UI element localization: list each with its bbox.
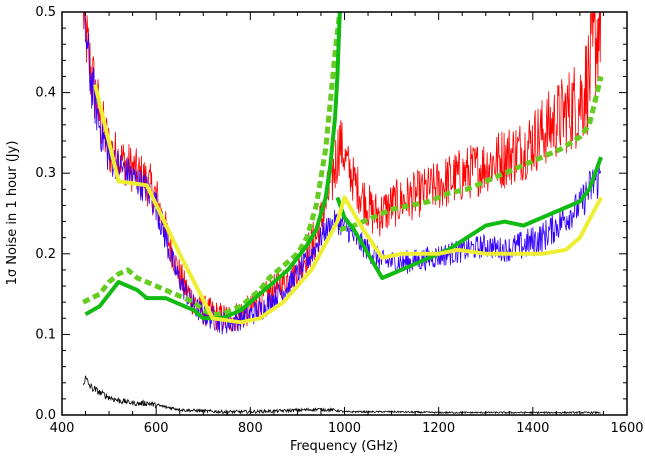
x-tick-label: 1600 [610, 421, 643, 436]
x-tick-label: 600 [144, 421, 169, 436]
x-tick-label: 1200 [422, 421, 455, 436]
series-line [84, 12, 602, 335]
y-tick-label: 0.1 [35, 327, 56, 342]
x-tick-label: 1000 [328, 421, 361, 436]
series-line [82, 12, 343, 317]
x-tick-label: 800 [238, 421, 263, 436]
series-line [93, 84, 603, 325]
x-axis-title: Frequency (GHz) [290, 439, 398, 454]
series-line [82, 375, 601, 415]
series-line [339, 75, 604, 233]
series-line [84, 12, 342, 321]
y-tick-label: 0.4 [35, 86, 56, 101]
series-layer [82, 12, 604, 415]
y-tick-label: 0.3 [35, 166, 56, 181]
ticks-layer: 400 600 800 1000 1200 1400 1600 0.0 0.1 0.2 0.3 0.4… [35, 5, 643, 436]
x-tick-label: 1400 [516, 421, 549, 436]
y-tick-label: 0.2 [35, 247, 56, 262]
y-axis-title: 1σ Noise in 1 hour (Jy) [5, 141, 20, 286]
y-tick-label: 0.0 [35, 408, 56, 423]
x-tick-label: 400 [50, 421, 75, 436]
y-tick-label: 0.5 [35, 5, 56, 20]
series-line [83, 12, 602, 332]
